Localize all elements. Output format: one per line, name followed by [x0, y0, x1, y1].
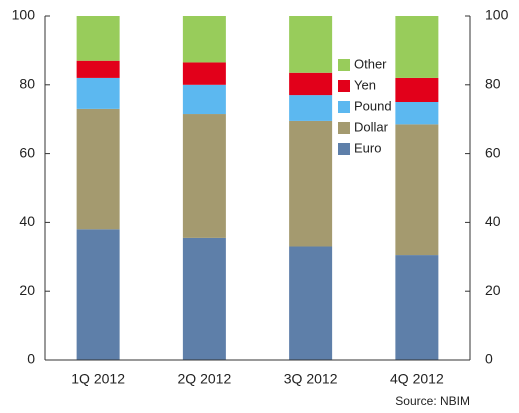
bar-segment [76, 108, 120, 230]
bar-segment [289, 246, 333, 360]
bar-segment [289, 72, 333, 96]
bar-segment [395, 255, 439, 360]
bar-segment [76, 60, 120, 78]
y2-tick-label: 60 [485, 144, 501, 160]
bar-segment [395, 124, 439, 256]
legend-swatch [338, 59, 350, 71]
source: Source: NBIM [395, 394, 470, 408]
bar-segment [395, 102, 439, 125]
bar-segment [182, 62, 226, 85]
bar-segment [289, 16, 333, 73]
y-tick-label: 0 [27, 351, 35, 367]
bar-segment [289, 120, 333, 247]
x-tick-label: 2Q 2012 [178, 371, 232, 387]
x-tick-label: 3Q 2012 [284, 371, 338, 387]
legend-swatch [338, 143, 350, 155]
bar-segment [182, 114, 226, 238]
y2-tick-label: 40 [485, 213, 501, 229]
bar-segment [289, 95, 333, 121]
x-tick-label: 4Q 2012 [390, 371, 444, 387]
legend-swatch [338, 101, 350, 113]
y2-tick-label: 0 [485, 351, 493, 367]
bar-segment [182, 84, 226, 115]
y-tick-label: 20 [19, 282, 35, 298]
legend-swatch [338, 122, 350, 134]
bar-segment [76, 229, 120, 360]
y2-tick-label: 100 [485, 7, 509, 23]
bar-segment [182, 16, 226, 63]
bar-segment [76, 16, 120, 61]
bar-segment [76, 77, 120, 109]
y-tick-label: 60 [19, 144, 35, 160]
legend-label: Dollar [354, 119, 389, 134]
y-tick-label: 40 [19, 213, 35, 229]
bar-segment [395, 77, 439, 102]
y-tick-label: 100 [12, 7, 36, 23]
y2-tick-label: 80 [485, 76, 501, 92]
bar-segment [395, 16, 439, 78]
legend-label: Yen [354, 77, 376, 92]
x-tick-label: 1Q 2012 [71, 371, 125, 387]
legend-label: Euro [354, 140, 381, 155]
y-tick-label: 80 [19, 76, 35, 92]
legend-label: Pound [354, 98, 392, 113]
bar-segment [182, 237, 226, 360]
legend-label: Other [354, 56, 387, 71]
legend-swatch [338, 80, 350, 92]
y2-tick-label: 20 [485, 282, 501, 298]
